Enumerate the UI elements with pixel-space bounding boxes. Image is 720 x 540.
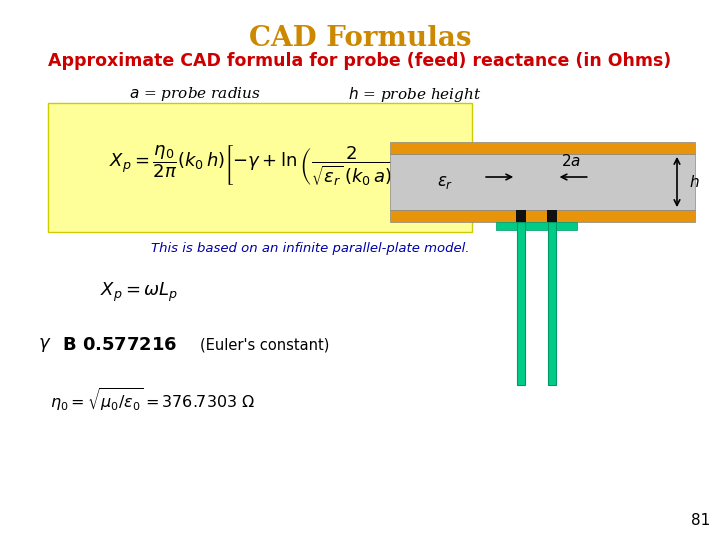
Text: $X_p = \omega L_p$: $X_p = \omega L_p$ (100, 280, 179, 303)
Text: $\eta_0 = \sqrt{\mu_0 / \varepsilon_0} = 376.7303\ \Omega$: $\eta_0 = \sqrt{\mu_0 / \varepsilon_0} =… (50, 387, 256, 414)
Bar (496, 222, 577, 230)
Text: $2a$: $2a$ (562, 153, 582, 169)
Text: (Euler's constant): (Euler's constant) (200, 338, 329, 353)
Text: $\gamma$: $\gamma$ (38, 336, 51, 354)
Bar (517, 222, 525, 385)
Bar (390, 154, 695, 210)
Bar (390, 142, 695, 154)
Text: $a$ = probe radius: $a$ = probe radius (129, 85, 261, 103)
Text: $X_p = \dfrac{\eta_0}{2\pi}\left(k_0\, h\right)\left[-\gamma + \ln\left(\dfrac{2: $X_p = \dfrac{\eta_0}{2\pi}\left(k_0\, h… (109, 144, 411, 187)
Text: $h$ = probe height: $h$ = probe height (348, 85, 482, 104)
Text: Approximate CAD formula for probe (feed) reactance (in Ohms): Approximate CAD formula for probe (feed)… (48, 52, 672, 70)
Text: CAD Formulas: CAD Formulas (248, 25, 472, 52)
Bar (390, 210, 695, 222)
Text: $\varepsilon_r$: $\varepsilon_r$ (437, 173, 453, 191)
Bar (546, 210, 557, 222)
Text: $h$: $h$ (689, 174, 700, 190)
Text: $\mathbf{0.577216}$: $\mathbf{0.577216}$ (82, 336, 177, 354)
Text: This is based on an infinite parallel-plate model.: This is based on an infinite parallel-pl… (150, 242, 469, 255)
Text: $\mathbf{B}$: $\mathbf{B}$ (62, 336, 76, 354)
Bar (548, 222, 556, 385)
Bar (516, 210, 526, 222)
FancyBboxPatch shape (48, 103, 472, 232)
Text: 81: 81 (690, 513, 710, 528)
